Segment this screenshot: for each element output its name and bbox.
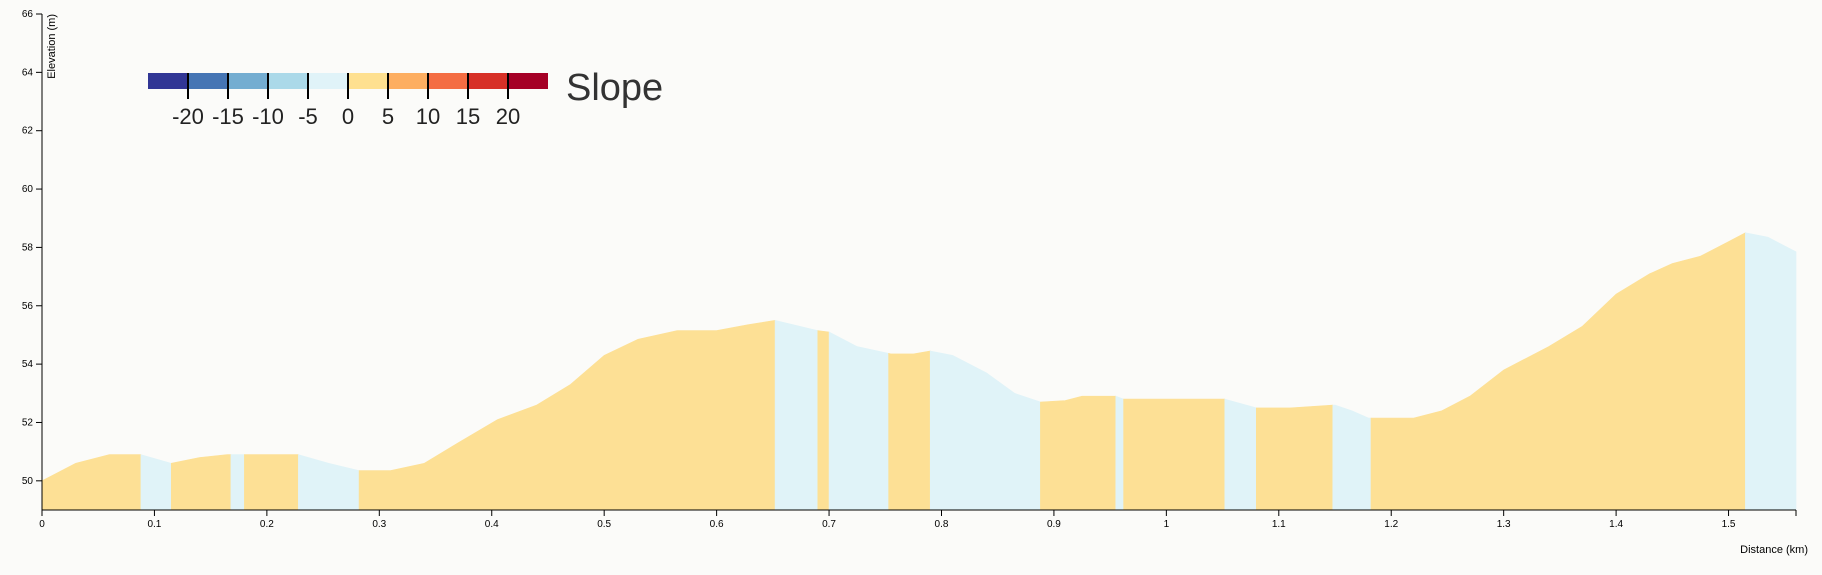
y-tick-label: 58 [22, 242, 34, 253]
x-tick-label: 0 [39, 519, 45, 530]
legend-swatch [268, 73, 308, 89]
x-tick-label: 1 [1164, 519, 1170, 530]
x-tick-label: 0.3 [372, 519, 386, 530]
x-tick-label: 0.9 [1047, 519, 1061, 530]
legend-tick-label: -15 [212, 104, 244, 129]
y-tick-label: 54 [22, 359, 34, 370]
legend-tick-label: 15 [456, 104, 480, 129]
legend-swatch [308, 73, 348, 89]
area-segment-downhill [140, 454, 172, 511]
x-tick-label: 1.2 [1384, 519, 1398, 530]
x-axis-title: Distance (km) [1740, 544, 1808, 556]
y-tick-label: 66 [22, 9, 34, 20]
area-segment-uphill [888, 350, 931, 511]
area-segment-downhill [1224, 398, 1257, 511]
x-tick-label: 1.3 [1497, 519, 1511, 530]
x-tick-label: 1.1 [1272, 519, 1286, 530]
x-tick-label: 0.8 [935, 519, 949, 530]
y-tick-label: 62 [22, 126, 34, 137]
legend-swatch [348, 73, 388, 89]
y-axis: 50 52 54 56 58 60 62 64 66 [22, 9, 43, 510]
area-segment-downhill [298, 454, 360, 511]
area-segment-uphill [358, 320, 776, 511]
legend-tick-label: 0 [342, 104, 354, 129]
legend-tick-label: -20 [172, 104, 204, 129]
area-segment-uphill [41, 454, 142, 511]
area-segment-downhill [929, 350, 1041, 511]
legend-swatch [468, 73, 508, 89]
area-segment-downhill [828, 331, 889, 511]
legend-title: Slope [566, 67, 663, 109]
legend-swatch [428, 73, 468, 89]
x-tick-label: 1.5 [1722, 519, 1736, 530]
legend-tick-label: -10 [252, 104, 284, 129]
slope-legend: -20 -15 -10 -5 0 5 10 15 20 [148, 73, 548, 129]
x-tick-label: 0.1 [147, 519, 161, 530]
area-segment-uphill [1255, 404, 1334, 511]
area-segment-downhill [1332, 404, 1372, 511]
x-tick-label: 0.4 [485, 519, 499, 530]
area-segment-downhill [1115, 395, 1124, 511]
legend-tick-label: -5 [298, 104, 318, 129]
legend-tick-label: 20 [496, 104, 520, 129]
area-segment-uphill [170, 454, 232, 511]
legend-swatch [188, 73, 228, 89]
area-segment-uphill [244, 454, 299, 511]
area-segment-uphill [1123, 398, 1226, 511]
legend-tick-label: 10 [416, 104, 440, 129]
area-segment-uphill [817, 330, 830, 511]
y-tick-label: 52 [22, 417, 34, 428]
area-segment-uphill [1040, 395, 1117, 511]
y-tick-label: 56 [22, 301, 34, 312]
legend-swatch [508, 73, 548, 89]
area-segment-downhill [230, 454, 245, 511]
y-tick-label: 50 [22, 476, 34, 487]
legend-swatch [148, 73, 188, 89]
slope-segments [41, 232, 1797, 511]
x-tick-label: 0.6 [710, 519, 724, 530]
y-tick-label: 60 [22, 184, 34, 195]
legend-tick-label: 5 [382, 104, 394, 129]
legend-swatch [228, 73, 268, 89]
area-segment-downhill [774, 320, 819, 511]
area-segment-downhill [1745, 232, 1797, 511]
area-segment-uphill [1370, 232, 1746, 511]
x-tick-label: 0.2 [260, 519, 274, 530]
legend-swatch [388, 73, 428, 89]
x-axis: 0 0.1 0.2 0.3 0.4 0.5 0.6 0.7 0.8 0.9 1 1.1 1.2 1.3 1.… [39, 509, 1797, 530]
x-tick-label: 0.5 [597, 519, 611, 530]
y-axis-title: Elevation (m) [46, 14, 58, 79]
x-tick-label: 1.4 [1609, 519, 1623, 530]
x-tick-label: 0.7 [822, 519, 836, 530]
y-tick-label: 64 [22, 67, 34, 78]
